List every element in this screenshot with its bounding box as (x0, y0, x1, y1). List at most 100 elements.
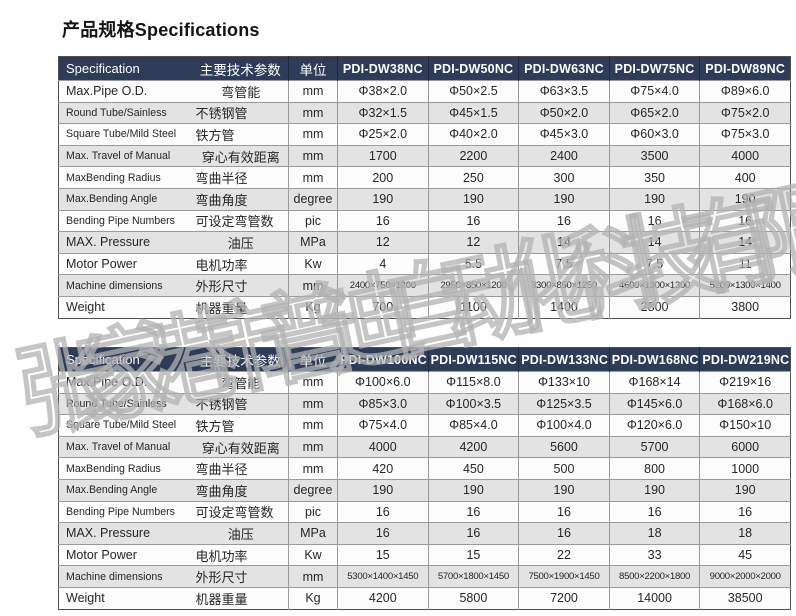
param-label: 弯曲角度 (195, 483, 248, 499)
value-cell: 2950×850×1200 (427, 274, 519, 297)
value-cell: Φ85×4.0 (427, 414, 519, 437)
value-cell: Φ100×4.0 (518, 414, 610, 437)
value-cell: 16 (699, 210, 791, 232)
value-cell: 16 (427, 501, 519, 523)
table-header-row: Specification 主要技术参数 单位 PDI-DW100NC PDI-D… (58, 347, 791, 372)
column-header-model: PDI-DW75NC (608, 56, 700, 81)
column-header-model: PDI-DW63NC (518, 56, 610, 81)
value-cell: Φ150×10 (699, 414, 791, 437)
spec-label: Max. Travel of Manual (66, 150, 171, 163)
value-cell: 1000 (699, 457, 791, 480)
spec-label: MAX. Pressure (66, 526, 151, 541)
value-cell: 14000 (608, 587, 700, 610)
unit-label: Kw (288, 544, 338, 566)
column-header-model: PDI-DW115NC (427, 347, 519, 372)
param-label: 穿心有效距离 (201, 440, 280, 456)
value-cell: Φ50×2.5 (427, 80, 519, 103)
unit-label: pic (288, 210, 338, 232)
value-cell: 7.5 (518, 253, 610, 275)
spec-label: Bending Pipe Numbers (66, 214, 175, 227)
value-cell: Φ125×3.5 (518, 393, 610, 415)
table-row: MAX. Pressure 油压 MPa 12 12 14 14 14 (58, 231, 791, 254)
param-label: 穿心有效距离 (201, 149, 280, 165)
spec-label: MaxBending Radius (66, 171, 161, 184)
value-cell: 800 (608, 457, 700, 480)
table-row: MAX. Pressure 油压 MPa 16 16 16 18 18 (58, 522, 791, 545)
value-cell: 250 (427, 166, 519, 189)
value-cell: 200 (337, 166, 429, 189)
value-cell: Φ168×14 (608, 371, 700, 394)
column-header-parameters: 主要技术参数 (192, 56, 289, 81)
value-cell: 5700 (608, 436, 700, 458)
value-cell: 16 (337, 210, 429, 232)
column-header-specification: Specification (58, 347, 193, 372)
table-row: Weight 机器重量 Kg 700 1100 1400 2800 3800 (58, 296, 791, 319)
spec-table-1-container: Specification 主要技术参数 单位 PDI-DW38NC PDI-DW… (58, 56, 791, 319)
value-cell: 15 (337, 544, 429, 566)
value-cell: 500 (518, 457, 610, 480)
value-cell: 16 (337, 522, 429, 545)
value-cell: 3500 (608, 145, 700, 167)
unit-label: mm (288, 393, 338, 415)
value-cell: 12 (427, 231, 519, 254)
spec-label: MaxBending Radius (66, 462, 161, 475)
unit-label: Kw (288, 253, 338, 275)
unit-label: mm (288, 436, 338, 458)
value-cell: 16 (337, 501, 429, 523)
table-row: Motor Power 电机功率 Kw 4 5.5 7.5 7.5 11 (58, 253, 791, 275)
param-label: 不锈钢管 (195, 397, 248, 413)
value-cell: 400 (699, 166, 791, 189)
spec-label: Motor Power (66, 257, 137, 272)
column-header-model: PDI-DW50NC (427, 56, 519, 81)
value-cell: 16 (608, 501, 700, 523)
value-cell: 3800 (699, 296, 791, 319)
value-cell: 700 (337, 296, 429, 319)
value-cell: 33 (608, 544, 700, 566)
value-cell: Φ85×3.0 (337, 393, 429, 415)
value-cell: 190 (608, 188, 700, 211)
unit-label: mm (288, 80, 338, 103)
value-cell: 190 (518, 188, 610, 211)
value-cell: Φ100×3.5 (427, 393, 519, 415)
unit-label: mm (288, 371, 338, 394)
unit-label: mm (288, 145, 338, 167)
spec-label: Max. Travel of Manual (66, 441, 171, 454)
value-cell: 4000 (699, 145, 791, 167)
table-row: Weight 机器重量 Kg 4200 5800 7200 14000 38500 (58, 587, 791, 610)
value-cell: 16 (699, 501, 791, 523)
unit-label: mm (288, 565, 338, 588)
spec-table-1: Specification 主要技术参数 单位 PDI-DW38NC PDI-DW… (58, 56, 791, 319)
unit-label: degree (288, 188, 338, 211)
unit-label: mm (288, 414, 338, 437)
value-cell: Φ38×2.0 (337, 80, 429, 103)
unit-label: MPa (288, 522, 338, 545)
value-cell: 300 (518, 166, 610, 189)
value-cell: 14 (608, 231, 700, 254)
table-row: Bending Pipe Numbers 可设定弯管数 pic 16 16 16 16 16 (58, 210, 791, 232)
value-cell: 5200×1300×1400 (699, 274, 791, 297)
value-cell: 16 (518, 522, 610, 545)
value-cell: 190 (337, 188, 429, 211)
spec-table-2-container: Specification 主要技术参数 单位 PDI-DW100NC PDI-D… (58, 347, 791, 610)
spec-label: Motor Power (66, 548, 137, 563)
value-cell: Φ45×1.5 (427, 102, 519, 124)
value-cell: 190 (518, 479, 610, 502)
value-cell: 6000 (699, 436, 791, 458)
value-cell: 5300×1400×1450 (337, 565, 429, 588)
spec-label: Square Tube/Mild Steel (66, 128, 177, 141)
unit-label: mm (288, 166, 338, 189)
table-row: MaxBending Radius 弯曲半径 mm 420 450 500 800 1000 (58, 457, 791, 480)
value-cell: 420 (337, 457, 429, 480)
value-cell: Φ40×2.0 (427, 123, 519, 146)
value-cell: Φ75×4.0 (608, 80, 700, 103)
value-cell: 16 (518, 210, 610, 232)
unit-label: mm (288, 274, 338, 297)
param-label: 不锈钢管 (195, 106, 248, 122)
value-cell: 5600 (518, 436, 610, 458)
spec-label: Max.Pipe O.D. (66, 84, 148, 99)
column-header-model: PDI-DW100NC (337, 347, 429, 372)
value-cell: 16 (518, 501, 610, 523)
value-cell: Φ133×10 (518, 371, 610, 394)
table-row: Max.Pipe O.D. 弯管能 mm Φ38×2.0 Φ50×2.5 Φ63×3.5 Φ… (58, 80, 791, 103)
